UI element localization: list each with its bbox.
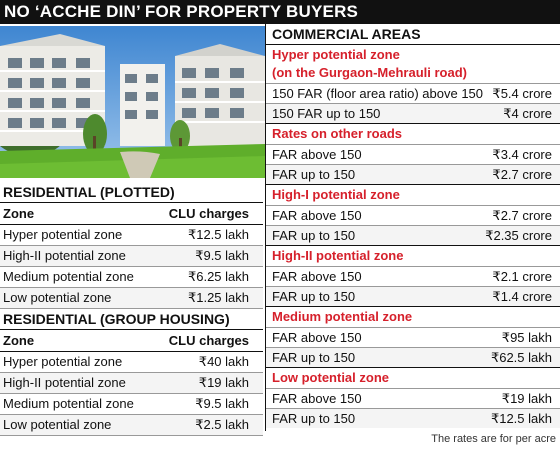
far-label: FAR above 150 (272, 269, 362, 284)
col-charges-header: CLU charges (168, 206, 249, 221)
rate-value: ₹2.1 crore (492, 269, 552, 284)
apartment-buildings-photo (0, 26, 265, 178)
table-row: FAR up to 150 ₹12.5 lakh (266, 408, 560, 428)
far-label: FAR up to 150 (272, 350, 356, 365)
charge-cell: ₹9.5 lakh (195, 396, 249, 411)
hyper-zone-heading: Hyper potential zone (on the Gurgaon-Meh… (266, 44, 560, 83)
table-row: FAR above 150 ₹95 lakh (266, 327, 560, 347)
commercial-areas-table: COMMERCIAL AREAS Hyper potential zone (o… (265, 24, 560, 431)
rate-value: ₹5.4 crore (492, 86, 552, 101)
zone-cell: Hyper potential zone (3, 227, 123, 242)
rate-value: ₹3.4 crore (492, 147, 552, 162)
table-row: FAR above 150 ₹2.7 crore (266, 205, 560, 225)
col-zone-header: Zone (3, 333, 35, 348)
charge-cell: ₹6.25 lakh (187, 269, 249, 284)
other-roads-heading: Rates on other roads (266, 123, 560, 144)
table-row: 150 FAR up to 150 ₹4 crore (266, 103, 560, 123)
table-body: Hyper potential zone ₹12.5 lakh High-II p… (0, 225, 263, 309)
commercial-title: COMMERCIAL AREAS (272, 26, 421, 42)
table-body: Hyper potential zone ₹40 lakh High-II pot… (0, 352, 263, 436)
charge-cell: ₹9.5 lakh (195, 248, 249, 263)
far-label: FAR above 150 (272, 391, 362, 406)
zone-cell: Medium potential zone (3, 396, 134, 411)
charge-cell: ₹12.5 lakh (187, 227, 249, 242)
rate-value: ₹4 crore (503, 106, 552, 121)
table-header: Zone CLU charges (0, 330, 263, 352)
table-row: Low potential zone ₹2.5 lakh (0, 415, 263, 436)
charge-cell: ₹1.25 lakh (187, 290, 249, 305)
zone-cell: Hyper potential zone (3, 354, 123, 369)
zone-cell: Low potential zone (3, 417, 112, 432)
table-row: FAR up to 150 ₹1.4 crore (266, 286, 560, 306)
page-title: NO ‘ACCHE DIN’ FOR PROPERTY BUYERS (0, 0, 560, 24)
rate-value: ₹19 lakh (501, 391, 552, 406)
table-row: FAR above 150 ₹19 lakh (266, 388, 560, 408)
table-row: FAR up to 150 ₹62.5 lakh (266, 347, 560, 367)
medium-zone-heading: Medium potential zone (266, 306, 560, 327)
table-row: 150 FAR (floor area ratio) above 150 ₹5.4… (266, 83, 560, 103)
far-label: 150 FAR (floor area ratio) above 150 (272, 86, 484, 101)
table-row: High-II potential zone ₹9.5 lakh (0, 246, 263, 267)
table-row: FAR above 150 ₹2.1 crore (266, 266, 560, 286)
far-label: FAR up to 150 (272, 228, 356, 243)
far-label: 150 FAR up to 150 (272, 106, 381, 121)
table-row: Hyper potential zone ₹40 lakh (0, 352, 263, 373)
hyper-zone-title: Hyper potential zone (272, 47, 400, 62)
residential-plotted-title: RESIDENTIAL (PLOTTED) (0, 182, 263, 203)
residential-group-table: RESIDENTIAL (GROUP HOUSING) Zone CLU cha… (0, 309, 263, 436)
high-ii-zone-heading: High-II potential zone (266, 245, 560, 266)
hyper-zone-subtitle: (on the Gurgaon-Mehrauli road) (272, 65, 467, 80)
rate-value: ₹2.35 crore (485, 228, 552, 243)
table-row: Medium potential zone ₹6.25 lakh (0, 267, 263, 288)
rate-value: ₹2.7 crore (492, 167, 552, 182)
table-row: Medium potential zone ₹9.5 lakh (0, 394, 263, 415)
table-row: FAR above 150 ₹3.4 crore (266, 144, 560, 164)
table-row: Hyper potential zone ₹12.5 lakh (0, 225, 263, 246)
table-row: FAR up to 150 ₹2.7 crore (266, 164, 560, 184)
high-i-zone-heading: High-I potential zone (266, 184, 560, 205)
col-charges-header: CLU charges (168, 333, 249, 348)
zone-cell: High-II potential zone (3, 248, 126, 263)
residential-group-title: RESIDENTIAL (GROUP HOUSING) (0, 309, 263, 330)
col-zone-header: Zone (3, 206, 35, 221)
far-label: FAR above 150 (272, 330, 362, 345)
rate-value: ₹2.7 crore (492, 208, 552, 223)
far-label: FAR up to 150 (272, 289, 356, 304)
table-row: Low potential zone ₹1.25 lakh (0, 288, 263, 309)
zone-cell: Low potential zone (3, 290, 112, 305)
table-row: High-II potential zone ₹19 lakh (0, 373, 263, 394)
far-label: FAR up to 150 (272, 167, 356, 182)
far-label: FAR above 150 (272, 147, 362, 162)
residential-plotted-table: RESIDENTIAL (PLOTTED) Zone CLU charges H… (0, 182, 263, 309)
rate-value: ₹95 lakh (501, 330, 552, 345)
table-header: Zone CLU charges (0, 203, 263, 225)
zone-cell: Medium potential zone (3, 269, 134, 284)
rate-value: ₹1.4 crore (492, 289, 552, 304)
charge-cell: ₹2.5 lakh (195, 417, 249, 432)
far-label: FAR up to 150 (272, 411, 356, 426)
charge-cell: ₹40 lakh (198, 354, 249, 369)
charge-cell: ₹19 lakh (198, 375, 249, 390)
zone-cell: High-II potential zone (3, 375, 126, 390)
rate-value: ₹62.5 lakh (490, 350, 552, 365)
far-label: FAR above 150 (272, 208, 362, 223)
footnote: The rates are for per acre (431, 433, 556, 445)
table-row: FAR up to 150 ₹2.35 crore (266, 225, 560, 245)
rate-value: ₹12.5 lakh (490, 411, 552, 426)
low-zone-heading: Low potential zone (266, 367, 560, 388)
